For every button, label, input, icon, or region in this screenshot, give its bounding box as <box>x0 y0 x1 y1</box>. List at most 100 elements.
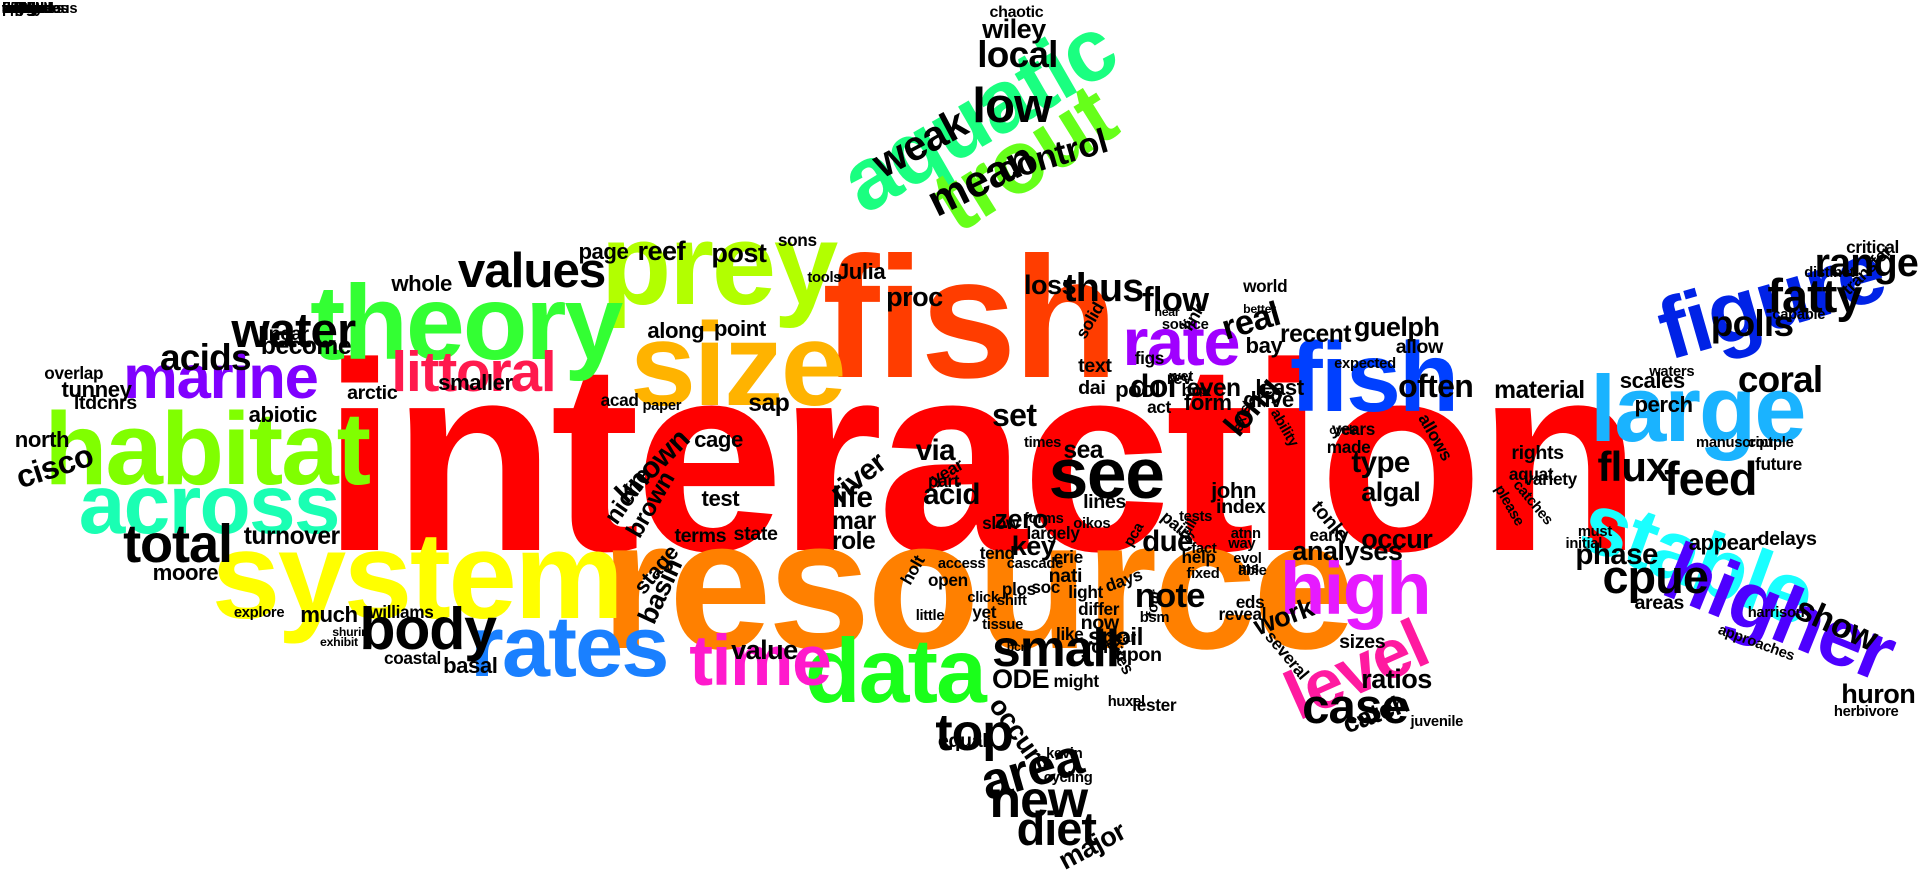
word-low: low <box>972 78 1052 134</box>
word-system: system <box>211 506 624 645</box>
word-text: text <box>1078 355 1112 378</box>
word-senes: senes <box>2 1 43 17</box>
word-cascade: cascade <box>1006 555 1064 572</box>
word-measures: measures <box>2 1 69 17</box>
word-help: help <box>1181 547 1216 568</box>
word-acids: acids <box>160 337 252 379</box>
word-sons: sons <box>777 229 817 250</box>
word-plos: plos <box>1001 579 1036 600</box>
word-matter: matter <box>2 1 46 17</box>
word-become: become <box>260 333 352 361</box>
word-set: set <box>992 397 1037 434</box>
word-key: key <box>1011 530 1056 562</box>
word-harrison: harrison <box>1747 605 1805 622</box>
word-guelph: guelph <box>1353 310 1440 342</box>
word-phase: phase <box>1575 537 1658 571</box>
word-theory: theory <box>310 264 623 383</box>
word-cage: cage <box>694 426 743 452</box>
word-linear: linear <box>258 323 309 346</box>
word-cycle: cycle <box>1329 422 1359 437</box>
word-wet: wet <box>1169 368 1193 385</box>
word-ratios: ratios <box>1361 663 1432 695</box>
word-now: now <box>1080 611 1120 634</box>
word-future: future <box>1755 453 1802 474</box>
word-way: way <box>1228 536 1256 553</box>
word-dai: dai <box>1078 377 1106 400</box>
word-flux: flux <box>1597 442 1670 490</box>
word-huron: huron <box>1841 678 1916 710</box>
word-exogenous: exogenous <box>2 1 78 17</box>
word-shift: shift <box>996 592 1027 609</box>
word-zero: zero <box>994 503 1048 535</box>
word-field: field <box>2 1 31 17</box>
word-smaller: smaller <box>438 370 513 396</box>
word-test: test <box>701 485 740 511</box>
word-direct: direct <box>2 1 41 17</box>
word-applied: applied <box>2 1 52 17</box>
word-couple: couple <box>1747 435 1794 452</box>
word-range: range <box>1814 240 1919 285</box>
word-cases: cases <box>2 1 42 17</box>
word-form: form <box>1184 389 1232 415</box>
word-distinct: distinct <box>1804 265 1855 282</box>
word-whole: whole <box>391 271 452 297</box>
word-york: york <box>1080 636 1121 659</box>
word-proc: proc <box>886 281 943 313</box>
word-open: open <box>928 569 968 590</box>
word-box: box <box>1181 379 1212 400</box>
word-bsm: bsm <box>1139 610 1170 627</box>
word-variety: variety <box>1523 468 1578 489</box>
word-finally: finally <box>2 1 43 17</box>
word-bay: bay <box>1245 333 1283 359</box>
word-via: via <box>915 434 956 468</box>
word-john: john <box>1211 478 1257 504</box>
word-rev: rev <box>1166 367 1192 388</box>
word-point: point <box>713 315 766 341</box>
word-page: page <box>578 239 629 265</box>
word-arctic: arctic <box>347 382 398 405</box>
word-expected: expected <box>1334 356 1396 373</box>
word-initial: initial <box>1565 536 1603 553</box>
word-chaotic: chaotic <box>989 3 1044 21</box>
word-white: white <box>2 1 39 17</box>
word-allow: allow <box>1395 335 1444 358</box>
word-on: on <box>2 1 20 17</box>
word-capable: capable <box>1772 306 1826 323</box>
word-role: role <box>832 527 876 555</box>
word-diet: diet <box>1016 802 1097 855</box>
word-c-r: c-r <box>2 1 20 17</box>
word-tunney: tunney <box>61 377 132 403</box>
word-insight: insight <box>2 1 49 17</box>
word-nati: nati <box>1048 564 1083 587</box>
word-atnn: atnn <box>1230 526 1261 543</box>
word-fish: fish <box>1289 321 1459 432</box>
word-polis: polis <box>1710 302 1794 344</box>
word-click: click <box>967 590 999 607</box>
word-see: see <box>1048 433 1165 514</box>
word-must: must <box>1577 523 1612 540</box>
word-large: large <box>1590 356 1806 462</box>
word-needed: needed <box>2 1 52 17</box>
word-aquat: aquat <box>1508 463 1554 484</box>
word-years: years <box>1331 419 1376 440</box>
word-decline: decline <box>2 1 51 17</box>
word-littoral: littoral <box>391 340 556 404</box>
word-order: order <box>2 1 39 17</box>
word-animal: animal <box>2 1 48 17</box>
word-shurin: shurin <box>332 624 369 639</box>
word-sizes: sizes <box>1339 631 1386 654</box>
word-interaction: interaction <box>322 306 1641 607</box>
word-able: able <box>1238 563 1267 580</box>
word-type: type <box>1351 446 1410 480</box>
word-world: world <box>1243 276 1288 297</box>
word-erie: erie <box>1053 547 1084 568</box>
word-forage: forage <box>2 1 46 17</box>
word-body: body <box>359 594 497 662</box>
word-manuscript: manuscript <box>1696 435 1773 452</box>
word-near: near <box>1154 304 1180 319</box>
word-drive: drive <box>1243 387 1294 413</box>
word-reveal: reveal <box>1218 604 1267 625</box>
word-fish: fish <box>822 220 1118 414</box>
word-argue: argue <box>2 1 41 17</box>
